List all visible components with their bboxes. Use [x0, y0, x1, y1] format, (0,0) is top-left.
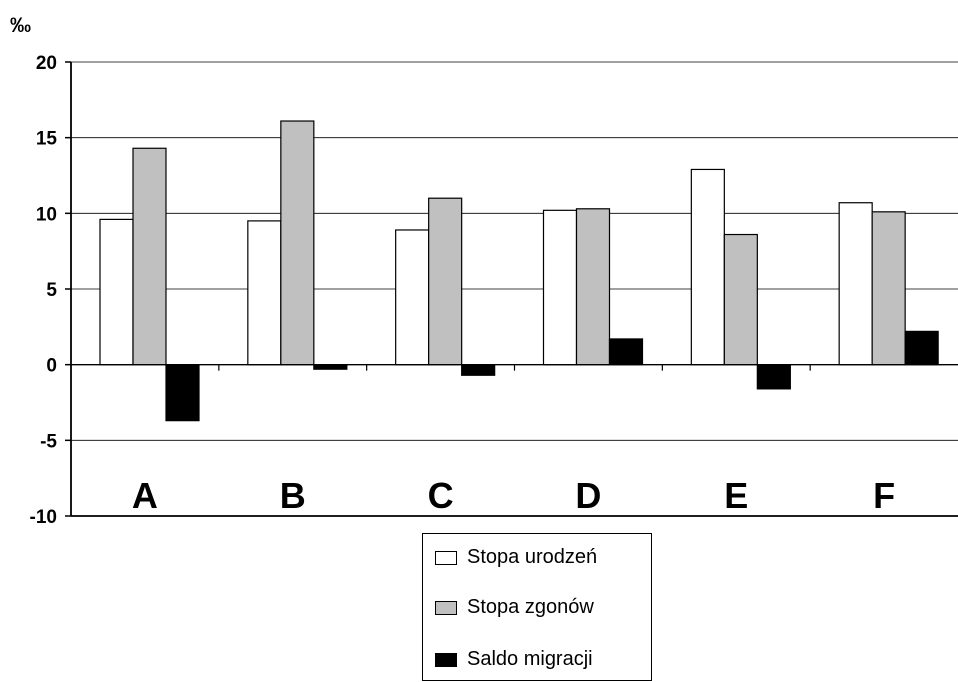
- y-tick-label: 0: [46, 356, 57, 377]
- bar-A-series-1: [132, 147, 167, 366]
- bar-A-series-0: [99, 218, 134, 366]
- bar-D-series-0: [542, 209, 578, 366]
- y-tick-label: -10: [30, 507, 57, 528]
- y-tick-label: 5: [46, 280, 57, 301]
- legend-label-net-migration: Saldo migracji: [467, 648, 593, 670]
- legend-label-death-rate: Stopa zgonów: [467, 596, 594, 618]
- legend-swatch-death-rate: [435, 600, 457, 615]
- bar-F-series-0: [838, 202, 873, 366]
- category-label: A: [132, 475, 158, 516]
- y-tick-label: 15: [36, 129, 58, 150]
- bar-D-series-2: [608, 338, 644, 366]
- legend-item-death-rate: Stopa zgonów: [435, 596, 594, 619]
- category-label: D: [575, 475, 601, 516]
- bar-E-series-1: [723, 233, 758, 366]
- bars: [99, 120, 939, 422]
- y-tick-labels: -10 -5 0 5 10 15 20: [30, 53, 58, 528]
- y-tick-label: 20: [36, 53, 57, 74]
- bar-A-series-2: [165, 364, 200, 422]
- bar-B-series-1: [280, 120, 315, 366]
- y-tick-label: -5: [40, 431, 57, 452]
- category-labels: A B C D E F: [132, 475, 895, 516]
- category-label: F: [873, 475, 895, 516]
- bar-F-series-1: [871, 211, 906, 366]
- axes: [65, 61, 958, 517]
- category-label: C: [428, 475, 454, 516]
- legend-swatch-birth-rate: [435, 550, 457, 565]
- bar-C-series-1: [428, 197, 463, 366]
- category-label: E: [724, 475, 748, 516]
- legend-swatch-net-migration: [435, 652, 457, 667]
- legend-item-birth-rate: Stopa urodzeń: [435, 546, 597, 569]
- legend-label-birth-rate: Stopa urodzeń: [467, 546, 598, 568]
- bar-E-series-0: [690, 168, 725, 366]
- bar-E-series-2: [756, 364, 791, 390]
- bar-C-series-0: [395, 229, 430, 366]
- bar-chart: ‰ -10 -5 0 5 10 15 20 A B C D E F: [10, 14, 958, 528]
- category-label: B: [280, 475, 306, 516]
- y-tick-label: 10: [36, 204, 57, 225]
- legend-item-net-migration: Saldo migracji: [435, 648, 593, 671]
- legend: Stopa urodzeń Stopa zgonów Saldo migracj…: [422, 533, 652, 681]
- bar-B-series-0: [247, 220, 282, 366]
- gridlines: [71, 61, 958, 441]
- bar-D-series-1: [575, 208, 611, 366]
- y-unit-label: ‰: [10, 14, 31, 37]
- bar-C-series-2: [461, 364, 496, 376]
- bar-F-series-2: [904, 330, 939, 366]
